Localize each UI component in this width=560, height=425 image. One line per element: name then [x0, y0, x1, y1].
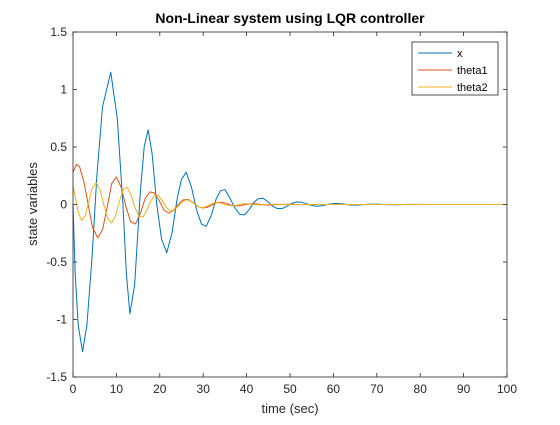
- x-tick-label: 20: [153, 382, 167, 396]
- x-tick-label: 50: [283, 382, 297, 396]
- x-axis-label: time (sec): [261, 401, 318, 416]
- y-tick-label: 0.5: [50, 140, 67, 154]
- series-layer: [72, 71, 507, 353]
- legend-label-theta2: theta2: [457, 82, 488, 94]
- legend-items: x theta1 theta2: [418, 48, 488, 94]
- y-tick-label: 1: [60, 83, 67, 97]
- y-axis: -1.5 -1 -0.5 0 0.5 1 1.5: [46, 25, 507, 384]
- x-tick-label: 10: [110, 382, 124, 396]
- x-tick-label: 100: [497, 382, 517, 396]
- y-tick-label: -1.5: [46, 370, 67, 384]
- x-tick-label: 80: [414, 382, 428, 396]
- x-tick-label: 30: [197, 382, 211, 396]
- chart-title: Non-Linear system using LQR controller: [155, 10, 425, 26]
- x-tick-label: 60: [327, 382, 341, 396]
- x-tick-label: 90: [457, 382, 471, 396]
- y-tick-label: 1.5: [50, 25, 67, 39]
- y-axis-label: state variables: [25, 162, 40, 246]
- legend-label-x: x: [457, 48, 463, 60]
- y-tick-label: 0: [60, 198, 67, 212]
- series-line-theta2: [72, 182, 507, 224]
- legend-box: [411, 41, 499, 96]
- x-tick-label: 0: [70, 382, 77, 396]
- x-axis: 0 10 20 30 40 50 60 70 80 90 100: [70, 32, 517, 396]
- x-tick-label: 40: [240, 382, 254, 396]
- y-tick-label: -1: [56, 313, 67, 327]
- legend-label-theta1: theta1: [457, 65, 488, 77]
- x-tick-label: 70: [370, 382, 384, 396]
- series-line-x: [72, 71, 507, 353]
- y-tick-label: -0.5: [46, 255, 67, 269]
- legend: x theta1 theta2: [411, 41, 499, 96]
